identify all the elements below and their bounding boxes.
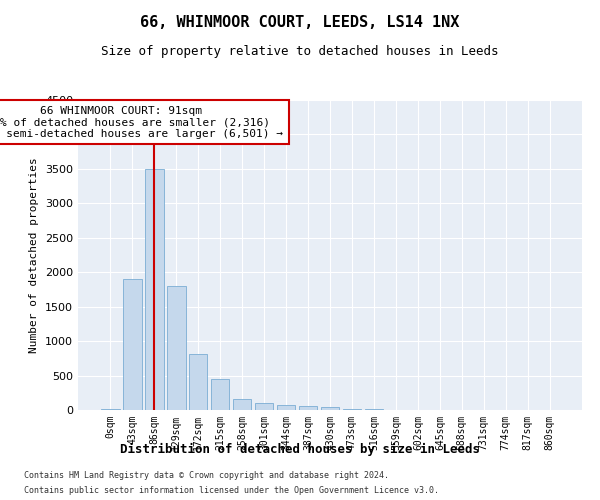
Bar [145,169,164,410]
Bar [123,279,142,410]
Bar [320,406,340,410]
Text: Distribution of detached houses by size in Leeds: Distribution of detached houses by size … [120,442,480,456]
Bar [189,354,208,410]
Text: 66, WHINMOOR COURT, LEEDS, LS14 1NX: 66, WHINMOOR COURT, LEEDS, LS14 1NX [140,15,460,30]
Text: Contains public sector information licensed under the Open Government Licence v3: Contains public sector information licen… [24,486,439,495]
Text: Size of property relative to detached houses in Leeds: Size of property relative to detached ho… [101,45,499,58]
Y-axis label: Number of detached properties: Number of detached properties [29,157,40,353]
Bar [277,405,295,410]
Text: Contains HM Land Registry data © Crown copyright and database right 2024.: Contains HM Land Registry data © Crown c… [24,471,389,480]
Bar [255,403,274,410]
Bar [343,409,361,410]
Bar [233,398,251,410]
Bar [299,406,317,410]
Text: 66 WHINMOOR COURT: 91sqm
← 26% of detached houses are smaller (2,316)
74% of sem: 66 WHINMOOR COURT: 91sqm ← 26% of detach… [0,106,283,138]
Bar [167,286,185,410]
Bar [211,379,229,410]
